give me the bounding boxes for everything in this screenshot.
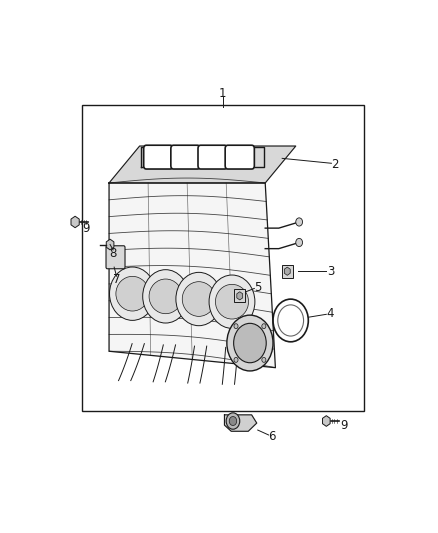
Ellipse shape xyxy=(149,279,182,314)
Text: 9: 9 xyxy=(83,222,90,236)
Circle shape xyxy=(234,358,238,362)
Polygon shape xyxy=(109,146,296,183)
Bar xyxy=(234,289,245,302)
Circle shape xyxy=(233,324,266,363)
Text: 1: 1 xyxy=(219,87,226,100)
Polygon shape xyxy=(224,415,257,431)
FancyBboxPatch shape xyxy=(106,246,125,269)
Ellipse shape xyxy=(215,284,248,319)
Text: 6: 6 xyxy=(268,430,276,443)
Text: 9: 9 xyxy=(341,419,348,432)
Circle shape xyxy=(227,315,273,371)
Circle shape xyxy=(234,324,238,329)
FancyBboxPatch shape xyxy=(225,145,254,169)
Bar xyxy=(282,265,293,278)
Ellipse shape xyxy=(143,270,188,323)
Polygon shape xyxy=(109,183,276,368)
Circle shape xyxy=(262,324,266,329)
Ellipse shape xyxy=(182,281,215,317)
Circle shape xyxy=(229,416,237,425)
Ellipse shape xyxy=(209,275,255,328)
Ellipse shape xyxy=(110,267,155,320)
Circle shape xyxy=(296,218,303,226)
Text: 3: 3 xyxy=(327,265,334,278)
Circle shape xyxy=(262,358,266,362)
Text: 7: 7 xyxy=(113,273,120,286)
Bar xyxy=(82,105,364,411)
Text: 4: 4 xyxy=(327,307,334,320)
FancyBboxPatch shape xyxy=(171,145,200,169)
FancyBboxPatch shape xyxy=(198,145,227,169)
Ellipse shape xyxy=(116,276,149,311)
FancyBboxPatch shape xyxy=(144,145,173,169)
Circle shape xyxy=(226,413,240,429)
Ellipse shape xyxy=(176,272,222,326)
Text: 2: 2 xyxy=(332,158,339,171)
Text: 5: 5 xyxy=(254,281,261,294)
Circle shape xyxy=(296,238,303,247)
Text: 8: 8 xyxy=(110,247,117,260)
